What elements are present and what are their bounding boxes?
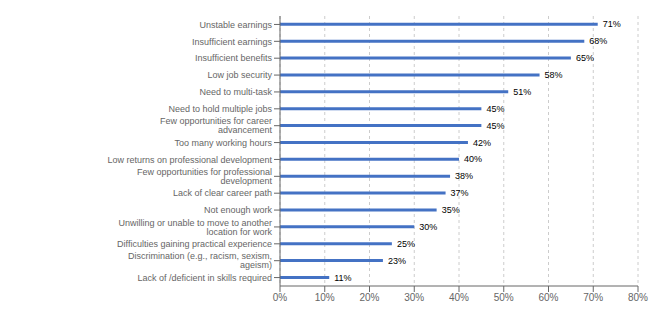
svg-text:71%: 71% [603, 19, 621, 29]
svg-text:Lack of clear career path: Lack of clear career path [173, 188, 272, 198]
svg-text:50%: 50% [494, 292, 514, 303]
svg-text:0%: 0% [273, 292, 288, 303]
svg-text:20%: 20% [359, 292, 379, 303]
svg-text:60%: 60% [538, 292, 558, 303]
svg-text:30%: 30% [419, 222, 437, 232]
svg-text:35%: 35% [442, 205, 460, 215]
svg-text:Few opportunities for careerad: Few opportunities for careeradvancement [160, 116, 273, 135]
svg-text:Insufficient earnings: Insufficient earnings [192, 37, 272, 47]
svg-text:Need to multi-task: Need to multi-task [199, 87, 272, 97]
svg-text:30%: 30% [404, 292, 424, 303]
svg-text:Few opportunities for professi: Few opportunities for professionaldevelo… [137, 167, 273, 186]
svg-text:80%: 80% [628, 292, 648, 303]
svg-text:Insufficient benefits: Insufficient benefits [195, 53, 272, 63]
svg-text:42%: 42% [473, 138, 491, 148]
svg-text:11%: 11% [334, 273, 351, 283]
svg-text:Difficulties gaining practical: Difficulties gaining practical experienc… [117, 239, 272, 249]
svg-text:23%: 23% [388, 256, 406, 266]
svg-text:40%: 40% [464, 154, 482, 164]
svg-text:Lack of /deficient in skills r: Lack of /deficient in skills required [137, 273, 272, 283]
svg-text:45%: 45% [486, 121, 504, 131]
svg-text:25%: 25% [397, 239, 415, 249]
svg-text:40%: 40% [449, 292, 469, 303]
svg-text:45%: 45% [486, 104, 504, 114]
svg-text:70%: 70% [583, 292, 603, 303]
svg-text:Unwilling or unable to move to: Unwilling or unable to move to anotherlo… [118, 218, 272, 237]
svg-text:10%: 10% [315, 292, 335, 303]
svg-text:Need to hold multiple jobs: Need to hold multiple jobs [168, 104, 272, 114]
svg-text:37%: 37% [451, 188, 469, 198]
svg-text:51%: 51% [513, 87, 531, 97]
svg-text:58%: 58% [545, 70, 563, 80]
svg-text:Unstable earnings: Unstable earnings [199, 20, 272, 30]
svg-text:Low returns on professional de: Low returns on professional development [107, 155, 272, 165]
svg-text:65%: 65% [576, 53, 594, 63]
svg-text:Not enough work: Not enough work [204, 205, 273, 215]
svg-text:38%: 38% [455, 171, 473, 181]
svg-text:68%: 68% [589, 36, 607, 46]
svg-text:Too many working hours: Too many working hours [174, 138, 272, 148]
svg-text:Discrimination (e.g., racism,: Discrimination (e.g., racism, sexism,age… [128, 251, 272, 270]
svg-text:Low job security: Low job security [207, 70, 272, 80]
